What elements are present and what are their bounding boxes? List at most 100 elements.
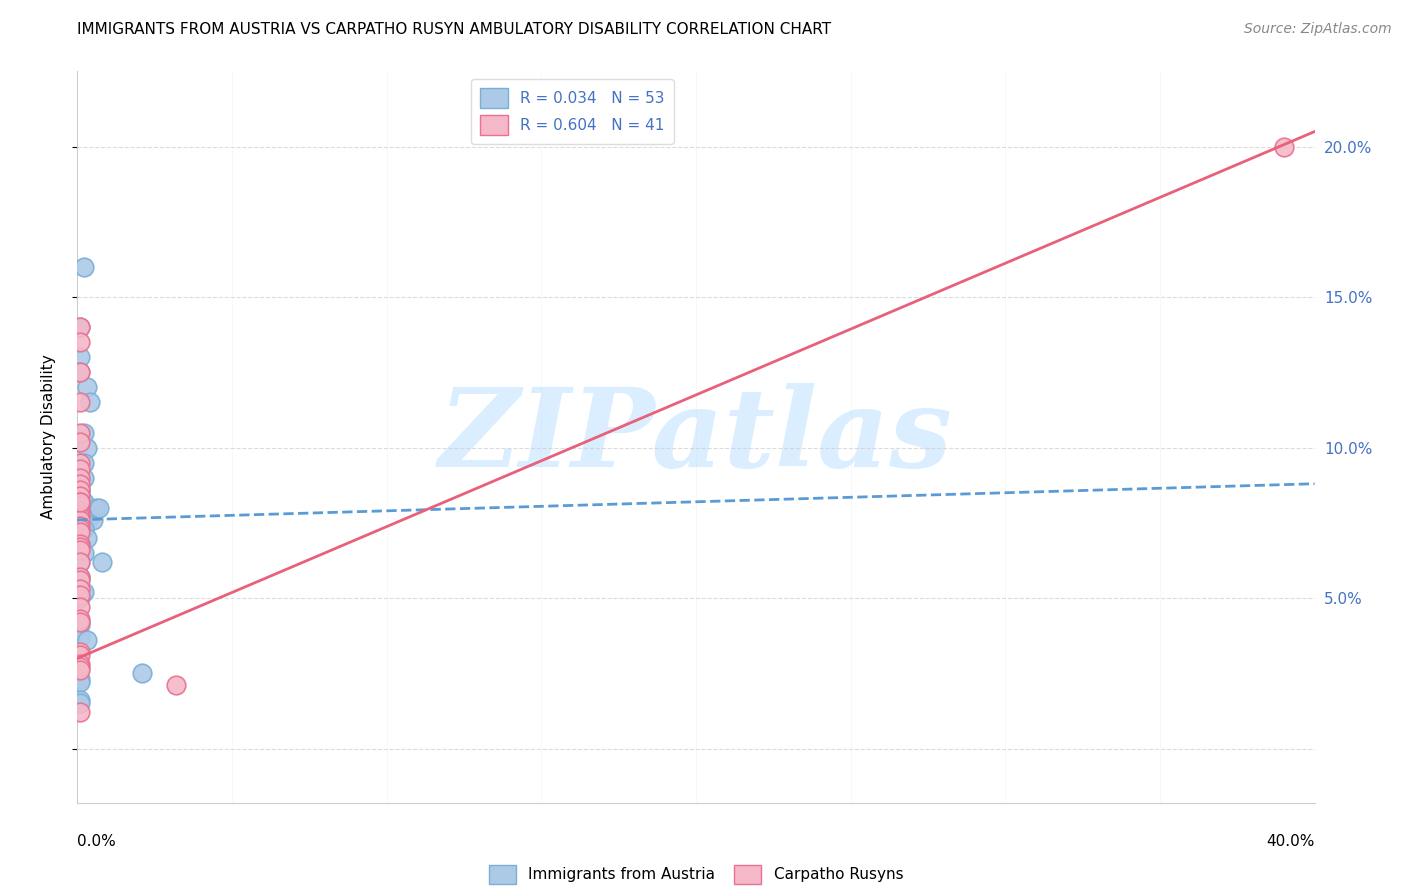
Text: Source: ZipAtlas.com: Source: ZipAtlas.com <box>1244 22 1392 37</box>
Point <box>69 395 91 409</box>
Point <box>69 645 91 659</box>
Point <box>69 498 91 512</box>
Point <box>69 588 91 602</box>
Point <box>69 657 91 672</box>
Point <box>69 471 91 485</box>
Point <box>72 471 94 485</box>
Point <box>69 540 91 554</box>
Point <box>69 507 91 521</box>
Point <box>69 570 91 584</box>
Point <box>69 456 91 470</box>
Legend: Immigrants from Austria, Carpatho Rusyns: Immigrants from Austria, Carpatho Rusyns <box>482 858 910 890</box>
Point <box>69 483 91 497</box>
Point <box>69 660 91 674</box>
Point <box>69 630 91 644</box>
Point <box>165 678 187 692</box>
Point <box>69 524 91 539</box>
Point <box>69 365 91 379</box>
Point <box>69 320 91 334</box>
Point <box>69 491 91 506</box>
Point <box>69 480 91 494</box>
Point <box>72 425 94 440</box>
Point <box>69 673 91 687</box>
Point <box>87 500 110 515</box>
Point <box>69 675 91 690</box>
Point <box>69 425 91 440</box>
Point <box>69 471 91 485</box>
Point <box>69 465 91 479</box>
Point <box>69 528 91 542</box>
Point <box>69 615 91 630</box>
Point <box>69 498 91 512</box>
Point <box>69 524 91 539</box>
Text: 40.0%: 40.0% <box>1267 834 1315 849</box>
Point <box>69 513 91 527</box>
Point <box>76 633 98 648</box>
Point <box>69 365 91 379</box>
Point <box>69 600 91 615</box>
Point <box>69 471 91 485</box>
Text: ZIPatlas: ZIPatlas <box>439 384 953 491</box>
Point <box>72 495 94 509</box>
Point <box>72 509 94 524</box>
Point <box>69 612 91 626</box>
Point <box>69 495 91 509</box>
Point <box>69 522 91 536</box>
Point <box>69 570 91 584</box>
Point <box>79 509 101 524</box>
Point <box>69 555 91 569</box>
Point <box>69 697 91 711</box>
Point <box>76 531 98 545</box>
Point <box>69 706 91 720</box>
Point <box>69 483 91 497</box>
Point <box>69 489 91 503</box>
Point <box>69 537 91 551</box>
Point <box>69 664 91 678</box>
Point <box>69 509 91 524</box>
Point <box>69 507 91 521</box>
Point <box>69 335 91 350</box>
Point <box>69 495 91 509</box>
Point <box>69 504 91 518</box>
Point <box>69 540 91 554</box>
Point <box>69 485 91 500</box>
Point <box>69 519 91 533</box>
Point <box>76 380 98 394</box>
Point <box>69 582 91 596</box>
Point <box>69 555 91 569</box>
Point <box>72 456 94 470</box>
Text: IMMIGRANTS FROM AUSTRIA VS CARPATHO RUSYN AMBULATORY DISABILITY CORRELATION CHAR: IMMIGRANTS FROM AUSTRIA VS CARPATHO RUSY… <box>77 22 831 37</box>
Point <box>69 500 91 515</box>
Point <box>69 573 91 587</box>
Point <box>76 441 98 455</box>
Point <box>76 507 98 521</box>
Y-axis label: Ambulatory Disability: Ambulatory Disability <box>42 355 56 519</box>
Point <box>69 434 91 449</box>
Point <box>69 495 91 509</box>
Point <box>69 351 91 365</box>
Point <box>76 513 98 527</box>
Point <box>69 461 91 475</box>
Point <box>69 591 91 606</box>
Point <box>69 615 91 630</box>
Point <box>69 537 91 551</box>
Point <box>69 618 91 632</box>
Point <box>131 666 153 681</box>
Point <box>69 693 91 707</box>
Point <box>79 395 101 409</box>
Point <box>69 543 91 558</box>
Point <box>69 573 91 587</box>
Point <box>69 320 91 334</box>
Point <box>72 260 94 274</box>
Point <box>69 648 91 663</box>
Point <box>72 585 94 599</box>
Point <box>72 522 94 536</box>
Point <box>69 543 91 558</box>
Point <box>82 513 104 527</box>
Point <box>91 555 114 569</box>
Point <box>72 546 94 560</box>
Text: 0.0%: 0.0% <box>77 834 117 849</box>
Point <box>1272 139 1295 153</box>
Point <box>69 476 91 491</box>
Point <box>84 500 107 515</box>
